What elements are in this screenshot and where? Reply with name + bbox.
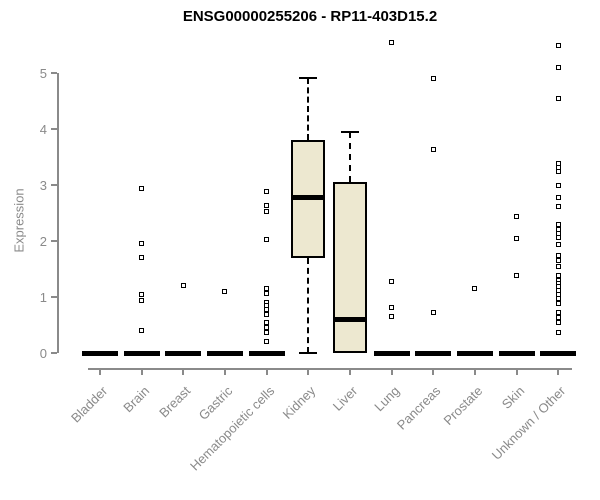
outlier-point bbox=[264, 285, 270, 291]
outlier-point bbox=[264, 339, 270, 345]
x-axis-tick bbox=[99, 368, 101, 375]
lower-whisker bbox=[307, 257, 310, 353]
y-axis-tick bbox=[51, 352, 57, 354]
collapsed-box-Unknown / Other bbox=[540, 351, 577, 356]
outlier-point bbox=[264, 189, 270, 195]
median-line-Liver bbox=[332, 317, 367, 323]
chart-title: ENSG00000255206 - RP11-403D15.2 bbox=[182, 8, 438, 25]
outlier-point bbox=[555, 234, 561, 240]
y-axis-tick bbox=[51, 296, 57, 298]
outlier-point bbox=[430, 309, 436, 315]
outlier-point bbox=[389, 304, 395, 310]
outlier-point bbox=[430, 147, 436, 153]
outlier-point bbox=[139, 291, 145, 297]
outlier-point bbox=[555, 168, 561, 174]
x-axis-tick bbox=[515, 368, 518, 375]
upper-whisker-cap bbox=[299, 77, 318, 80]
outlier-point bbox=[264, 237, 270, 243]
collapsed-box-Gastric bbox=[206, 351, 243, 356]
x-axis-tick bbox=[140, 368, 143, 375]
collapsed-box-Prostate bbox=[456, 351, 493, 356]
y-axis-tick bbox=[51, 72, 57, 74]
outlier-point bbox=[472, 285, 478, 291]
outlier-point bbox=[264, 324, 270, 330]
outlier-point bbox=[555, 222, 561, 228]
outlier-point bbox=[139, 241, 145, 247]
outlier-point bbox=[139, 186, 145, 192]
upper-whisker bbox=[307, 78, 310, 140]
collapsed-box-Breast bbox=[165, 351, 202, 356]
outlier-point bbox=[555, 315, 561, 321]
x-axis-tick bbox=[265, 368, 268, 375]
outlier-point bbox=[389, 313, 395, 319]
outlier-point bbox=[555, 309, 561, 315]
outlier-point bbox=[514, 236, 519, 242]
x-axis-tick bbox=[223, 368, 226, 375]
collapsed-box-Lung bbox=[373, 351, 410, 356]
y-axis-tick bbox=[51, 240, 57, 242]
collapsed-box-Skin bbox=[498, 351, 535, 356]
outlier-point bbox=[555, 242, 561, 248]
outlier-point bbox=[430, 75, 436, 81]
outlier-point bbox=[389, 279, 395, 285]
x-axis-tick bbox=[432, 368, 435, 375]
upper-whisker bbox=[348, 131, 351, 182]
outlier-point bbox=[555, 204, 561, 210]
x-axis-line bbox=[88, 368, 573, 370]
outlier-point bbox=[555, 65, 561, 71]
upper-whisker-cap bbox=[340, 130, 359, 133]
x-axis-tick bbox=[307, 368, 310, 375]
outlier-point bbox=[555, 42, 561, 48]
lower-whisker-cap bbox=[299, 352, 318, 354]
collapsed-box-Bladder bbox=[82, 351, 118, 356]
outlier-point bbox=[555, 96, 561, 102]
outlier-point bbox=[389, 39, 395, 45]
outlier-point bbox=[180, 282, 186, 288]
y-axis-line bbox=[57, 73, 59, 353]
y-tick-label: 4 bbox=[39, 122, 47, 137]
collapsed-box-Pancreas bbox=[415, 351, 452, 356]
collapsed-box-Brain bbox=[123, 351, 160, 356]
outlier-point bbox=[222, 289, 228, 295]
outlier-point bbox=[264, 307, 270, 313]
y-tick-label: 3 bbox=[39, 178, 47, 193]
x-axis-tick bbox=[390, 368, 393, 375]
outlier-point bbox=[555, 195, 561, 201]
outlier-point bbox=[514, 273, 519, 279]
outlier-point bbox=[555, 182, 561, 188]
y-tick-label: 2 bbox=[39, 234, 47, 249]
outlier-point bbox=[555, 295, 561, 301]
x-axis-tick bbox=[473, 368, 476, 375]
x-axis-tick bbox=[557, 368, 560, 375]
y-tick-label: 0 bbox=[39, 346, 47, 361]
y-tick-label: 5 bbox=[39, 66, 47, 81]
outlier-point bbox=[264, 290, 270, 296]
outlier-point bbox=[555, 272, 561, 278]
outlier-point bbox=[264, 202, 270, 208]
x-axis-tick bbox=[348, 368, 351, 375]
outlier-point bbox=[555, 300, 561, 306]
outlier-point bbox=[514, 214, 519, 220]
outlier-point bbox=[264, 319, 270, 325]
y-axis-tick bbox=[51, 128, 57, 130]
outlier-point bbox=[264, 312, 270, 318]
outlier-point bbox=[555, 252, 561, 258]
x-axis-tick bbox=[182, 368, 185, 375]
outlier-point bbox=[555, 330, 561, 336]
outlier-point bbox=[264, 209, 270, 215]
outlier-point bbox=[139, 254, 145, 260]
collapsed-box-Hematopoietic cells bbox=[248, 351, 285, 356]
box-Liver bbox=[332, 181, 367, 353]
outlier-point bbox=[555, 320, 561, 326]
outlier-point bbox=[139, 327, 145, 333]
y-axis-tick bbox=[51, 184, 57, 186]
outlier-point bbox=[555, 257, 561, 263]
median-line-Kidney bbox=[291, 194, 326, 200]
outlier-point bbox=[139, 298, 145, 304]
y-tick-label: 1 bbox=[39, 290, 47, 305]
outlier-point bbox=[264, 330, 270, 336]
outlier-point bbox=[555, 264, 561, 270]
